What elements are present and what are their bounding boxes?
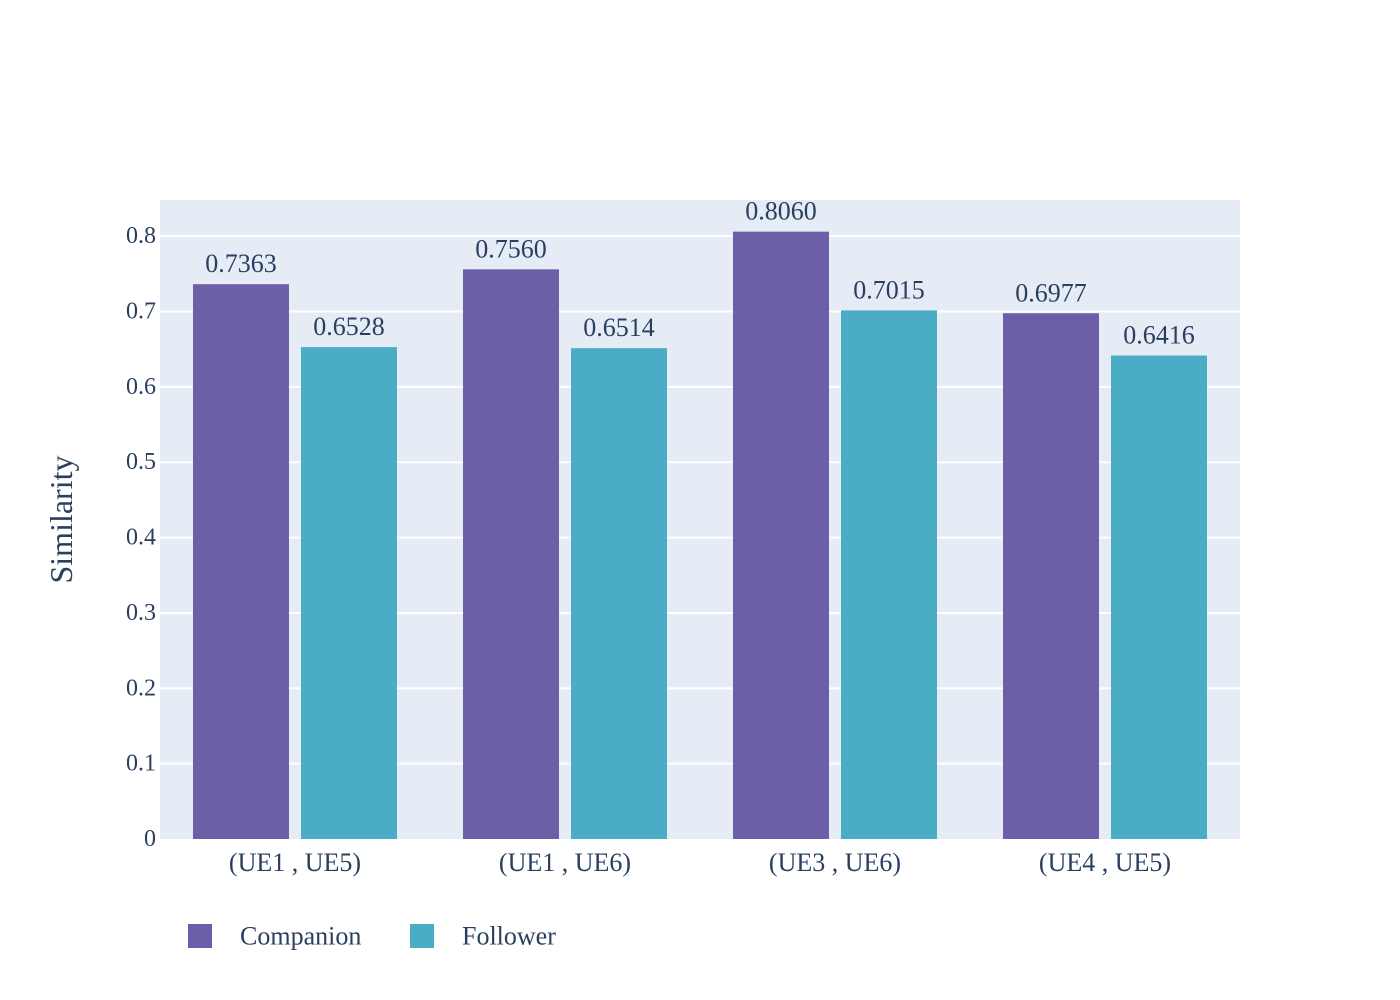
x-tick-label: (UE1 , UE6): [499, 848, 631, 877]
y-tick-label: 0.7: [126, 299, 156, 325]
y-tick-label: 0: [144, 826, 156, 852]
legend-item-follower[interactable]: Follower: [410, 922, 556, 951]
data-label: 0.6528: [313, 312, 385, 341]
legend-label: Companion: [240, 922, 361, 951]
legend-swatch: [410, 924, 434, 948]
bar-follower-1[interactable]: [571, 348, 667, 839]
legend-swatch: [188, 924, 212, 948]
x-axis: (UE1 , UE5) (UE1 , UE6) (UE3 , UE6) (UE4 , …: [229, 848, 1171, 877]
x-tick-label: (UE3 , UE6): [769, 848, 901, 877]
data-label: 0.7363: [205, 249, 277, 278]
data-label: 0.6977: [1015, 278, 1087, 307]
data-label: 0.7560: [475, 234, 547, 263]
y-tick-label: 0.8: [126, 223, 156, 249]
y-axis-title: Similarity: [43, 456, 79, 584]
y-tick-label: 0.6: [126, 374, 156, 400]
legend[interactable]: Companion Follower: [188, 922, 556, 951]
y-tick-label: 0.2: [126, 675, 156, 701]
y-tick-label: 0.5: [126, 449, 156, 475]
y-axis: 0 0.1 0.2 0.3 0.4 0.5 0.6 0.7 0.8: [126, 223, 156, 852]
bar-companion-2[interactable]: [733, 231, 829, 840]
bar-follower-0[interactable]: [301, 347, 397, 839]
bar-companion-0[interactable]: [193, 284, 289, 839]
bar-companion-3[interactable]: [1003, 313, 1099, 839]
data-label: 0.8060: [745, 197, 817, 226]
legend-item-companion[interactable]: Companion: [188, 922, 361, 951]
y-tick-label: 0.3: [126, 600, 156, 626]
bar-companion-1[interactable]: [463, 269, 559, 840]
legend-label: Follower: [462, 922, 556, 951]
y-tick-label: 0.4: [126, 525, 156, 551]
data-labels: 0.7363 0.6528 0.7560 0.6514 0.8060 0.7015 0.69…: [205, 197, 1195, 350]
y-tick-label: 0.1: [126, 751, 156, 777]
x-tick-label: (UE1 , UE5): [229, 848, 361, 877]
data-label: 0.6514: [583, 313, 655, 342]
bar-follower-2[interactable]: [841, 310, 937, 839]
bar-follower-3[interactable]: [1111, 355, 1207, 839]
x-tick-label: (UE4 , UE5): [1039, 848, 1171, 877]
data-label: 0.7015: [853, 275, 925, 304]
data-label: 0.6416: [1123, 321, 1195, 350]
bars: [193, 231, 1207, 840]
